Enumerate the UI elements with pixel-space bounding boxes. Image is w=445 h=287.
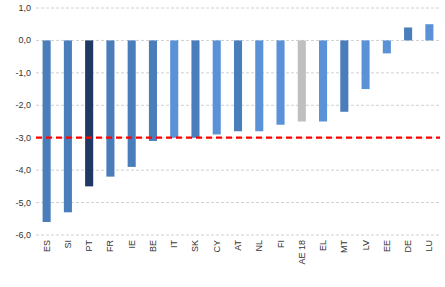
bar (404, 27, 412, 40)
x-tick-label: SI (63, 240, 73, 249)
bar (85, 40, 93, 186)
x-tick-label: AE 18 (297, 240, 307, 265)
x-tick-label: LU (424, 240, 434, 252)
x-tick-label: ES (42, 240, 52, 252)
bar (425, 24, 433, 40)
bar (191, 40, 199, 137)
y-tick-label: -2,0 (15, 100, 31, 110)
bar (234, 40, 242, 131)
bar (255, 40, 263, 131)
grid-line (36, 170, 440, 171)
bar (43, 40, 51, 222)
x-tick-label: EL (318, 240, 328, 251)
x-tick-label: LV (361, 240, 371, 250)
x-tick-label: FR (105, 240, 115, 252)
bar (276, 40, 284, 124)
x-tick-label: NL (254, 240, 264, 252)
x-tick-label: PT (84, 240, 94, 252)
x-tick-label: FI (276, 240, 286, 248)
bar (298, 40, 306, 121)
bar (340, 40, 348, 111)
x-tick-label: BE (148, 240, 158, 252)
y-tick-label: -6,0 (15, 230, 31, 240)
bar (170, 40, 178, 137)
bar (128, 40, 136, 166)
chart: -6,0 -5,0 -4,0 -3,0 -2,0 -1,0 0,0 1,0 ES SI PT FR IE… (0, 0, 445, 287)
y-tick-label: 1,0 (18, 3, 31, 13)
bars (43, 24, 434, 222)
bar (213, 40, 221, 134)
grid-line (36, 235, 440, 236)
reference-line (36, 137, 440, 139)
y-tick-label: -4,0 (15, 165, 31, 175)
y-tick-label: -3,0 (15, 133, 31, 143)
bar (319, 40, 327, 121)
grid-line (36, 137, 440, 138)
x-tick-label: MT (339, 240, 349, 253)
x-tick-label: CY (212, 240, 222, 253)
x-tick-label: EE (382, 240, 392, 252)
x-tick-label: SK (190, 240, 200, 252)
x-tick-label: IT (169, 239, 179, 248)
y-tick-label: -5,0 (15, 198, 31, 208)
y-tick-label: -1,0 (15, 68, 31, 78)
y-tick-label: 0,0 (18, 35, 31, 45)
bar (64, 40, 72, 212)
bar (149, 40, 157, 141)
bar (383, 40, 391, 53)
x-tick-label: AT (233, 240, 243, 251)
bar (362, 40, 370, 89)
grid-line (36, 8, 440, 9)
bar (106, 40, 114, 176)
grid-line (36, 202, 440, 203)
x-tick-label: DE (403, 240, 413, 253)
x-tick-label: IE (127, 240, 137, 249)
